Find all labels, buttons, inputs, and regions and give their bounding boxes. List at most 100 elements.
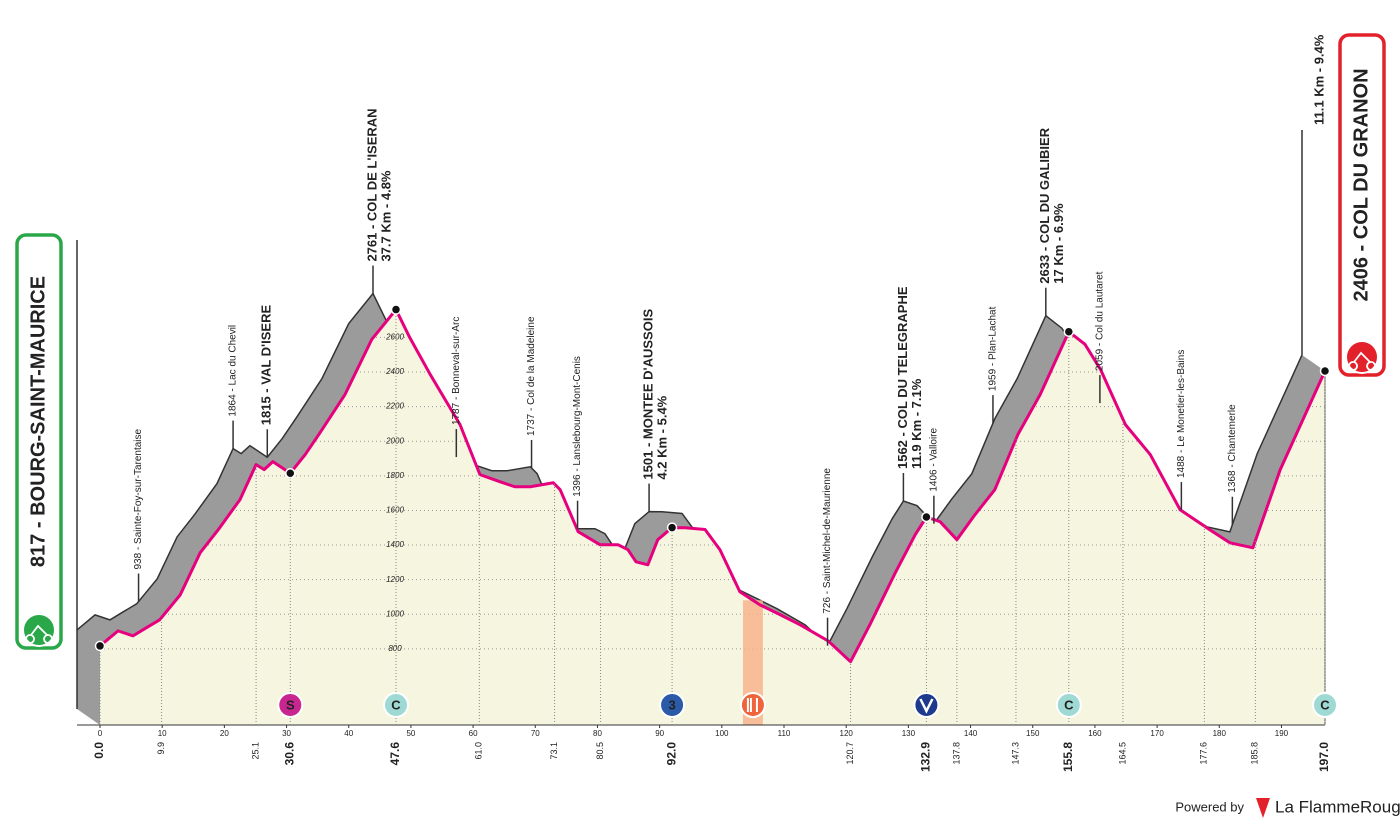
km-label: 132.9 (919, 742, 933, 772)
y-tick-label: 1800 (386, 471, 404, 480)
marker-icon (1055, 692, 1082, 718)
x-tick-label: 90 (655, 729, 664, 738)
landmark-name: 2633 - COL DU GALIBIER (1037, 127, 1052, 283)
climb-info: 37.7 Km - 4.8% (378, 170, 393, 261)
x-tick-label: 110 (778, 729, 791, 738)
km-label: 155.8 (1061, 742, 1075, 772)
sprint-icon (919, 698, 934, 714)
climb-info: 17 Km - 6.9% (1051, 203, 1066, 284)
marker-label: S (286, 697, 295, 712)
profile-side (77, 293, 1325, 725)
km-label: 120.7 (845, 742, 855, 765)
marker-icon (277, 692, 304, 718)
x-tick-label: 190 (1275, 729, 1289, 738)
place-name: 2406 - COL DU GRANON (1350, 68, 1372, 301)
x-tick-label: 180 (1213, 729, 1227, 738)
x-tick-label: 20 (220, 729, 229, 738)
x-tick-label: 50 (406, 729, 415, 738)
x-tick-label: 150 (1026, 729, 1040, 738)
place-icon (22, 613, 56, 647)
x-tick-label: 130 (902, 729, 916, 738)
km-label: 9.9 (156, 742, 166, 755)
y-tick-label: 1400 (386, 540, 404, 549)
powered-by: Powered by (1175, 799, 1244, 814)
km-label: 30.6 (282, 742, 296, 766)
y-tick-label: 800 (388, 644, 402, 653)
place-box (15, 233, 63, 650)
y-tick-label: 1200 (386, 575, 404, 584)
landmark-name: 1562 - COL DU TELEGRAPHE (895, 286, 910, 469)
landmark-name: 726 - Saint-Michel-de-Maurienne (822, 468, 833, 614)
km-dot (285, 467, 296, 479)
place-icon-bike (25, 624, 53, 644)
landmark-name: 1396 - Lanslebourg-Mont-Cenis (572, 356, 583, 497)
km-label: 177.6 (1199, 742, 1209, 765)
km-label: 80.5 (595, 742, 605, 760)
landmark-name: 2059 - Col du Lautaret (1095, 271, 1106, 371)
landmark-name: 1864 - Lac du Chevil (228, 325, 239, 417)
km-label: 197.0 (1317, 742, 1331, 772)
landmark-name: 1959 - Plan-Lachat (988, 306, 999, 391)
x-tick-label: 70 (531, 729, 540, 738)
y-tick-label: 2600 (385, 333, 404, 342)
x-tick-label: 80 (593, 729, 602, 738)
km-label: 0.0 (92, 742, 106, 759)
x-tick-label: 140 (964, 729, 978, 738)
marker-label: C (1064, 697, 1074, 712)
landmark-name: 1501 - MONTEE D'AUSSOIS (641, 309, 656, 480)
landmark-name: 1368 - Chantemerle (1227, 404, 1238, 493)
place-icon-bike (1348, 351, 1376, 371)
marker-icon (382, 692, 409, 718)
climb-info: 11.9 Km - 7.1% (909, 378, 924, 469)
landmark-name: 938 - Sainte-Foy-sur-Tarentaise (133, 428, 144, 569)
profile-line (99, 308, 1327, 664)
landmark-name: 2761 - COL DE L'ISERAN (364, 108, 379, 261)
km-dot (390, 304, 402, 315)
climb-info: 4.2 Km - 5.4% (655, 395, 670, 479)
km-label: 92.0 (664, 742, 678, 766)
x-tick-label: 10 (158, 729, 167, 738)
marker-icon (739, 692, 766, 718)
x-tick-label: 160 (1088, 729, 1102, 738)
brand: La FlammeRouge (1275, 797, 1400, 816)
km-label: 164.5 (1117, 742, 1127, 765)
marker-label: 3 (668, 697, 675, 712)
x-tick-label: 30 (282, 729, 291, 738)
km-dot (921, 511, 932, 523)
y-tick-label: 2400 (385, 367, 404, 376)
landmark-name: 1406 - Valloire (929, 428, 940, 492)
landmark-name: 1815 - VAL D'ISERE (259, 305, 274, 426)
landmark-name: 1488 - Le Monetier-les-Bains (1176, 350, 1187, 478)
feed-icon (746, 698, 758, 712)
profile-area (100, 309, 1325, 725)
km-label: 137.8 (951, 742, 961, 765)
y-tick-label: 2200 (385, 402, 404, 411)
km-dot (1319, 365, 1331, 377)
y-tick-label: 1600 (386, 506, 404, 515)
km-dot (1063, 326, 1075, 337)
km-label: 25.1 (250, 742, 260, 760)
place-icon (1345, 340, 1379, 374)
place-name: 817 - BOURG-SAINT-MAURICE (27, 276, 49, 567)
km-dot (666, 522, 678, 533)
km-label: 73.1 (549, 742, 559, 760)
marker-icon (659, 692, 686, 718)
km-label: 61.0 (474, 742, 484, 760)
marker-label: C (1320, 697, 1330, 712)
y-tick-label: 2000 (385, 436, 404, 445)
x-tick-label: 40 (344, 729, 353, 738)
y-tick-label: 1000 (386, 609, 404, 618)
km-label: 147.3 (1010, 742, 1020, 765)
x-tick-label: 120 (840, 729, 854, 738)
landmark-name: 1737 - Col de la Madeleine (526, 316, 537, 436)
x-tick-label: 100 (715, 729, 729, 738)
marker-label: C (391, 697, 401, 712)
km-label: 47.6 (388, 742, 402, 766)
landmark-name: 1787 - Bonneval-sur-Arc (451, 317, 462, 425)
place-box (1338, 33, 1386, 377)
marker-icon (1312, 692, 1338, 718)
x-tick-label: 0 (98, 729, 103, 738)
brand-logo (1256, 798, 1270, 818)
km-label: 185.8 (1250, 742, 1260, 765)
